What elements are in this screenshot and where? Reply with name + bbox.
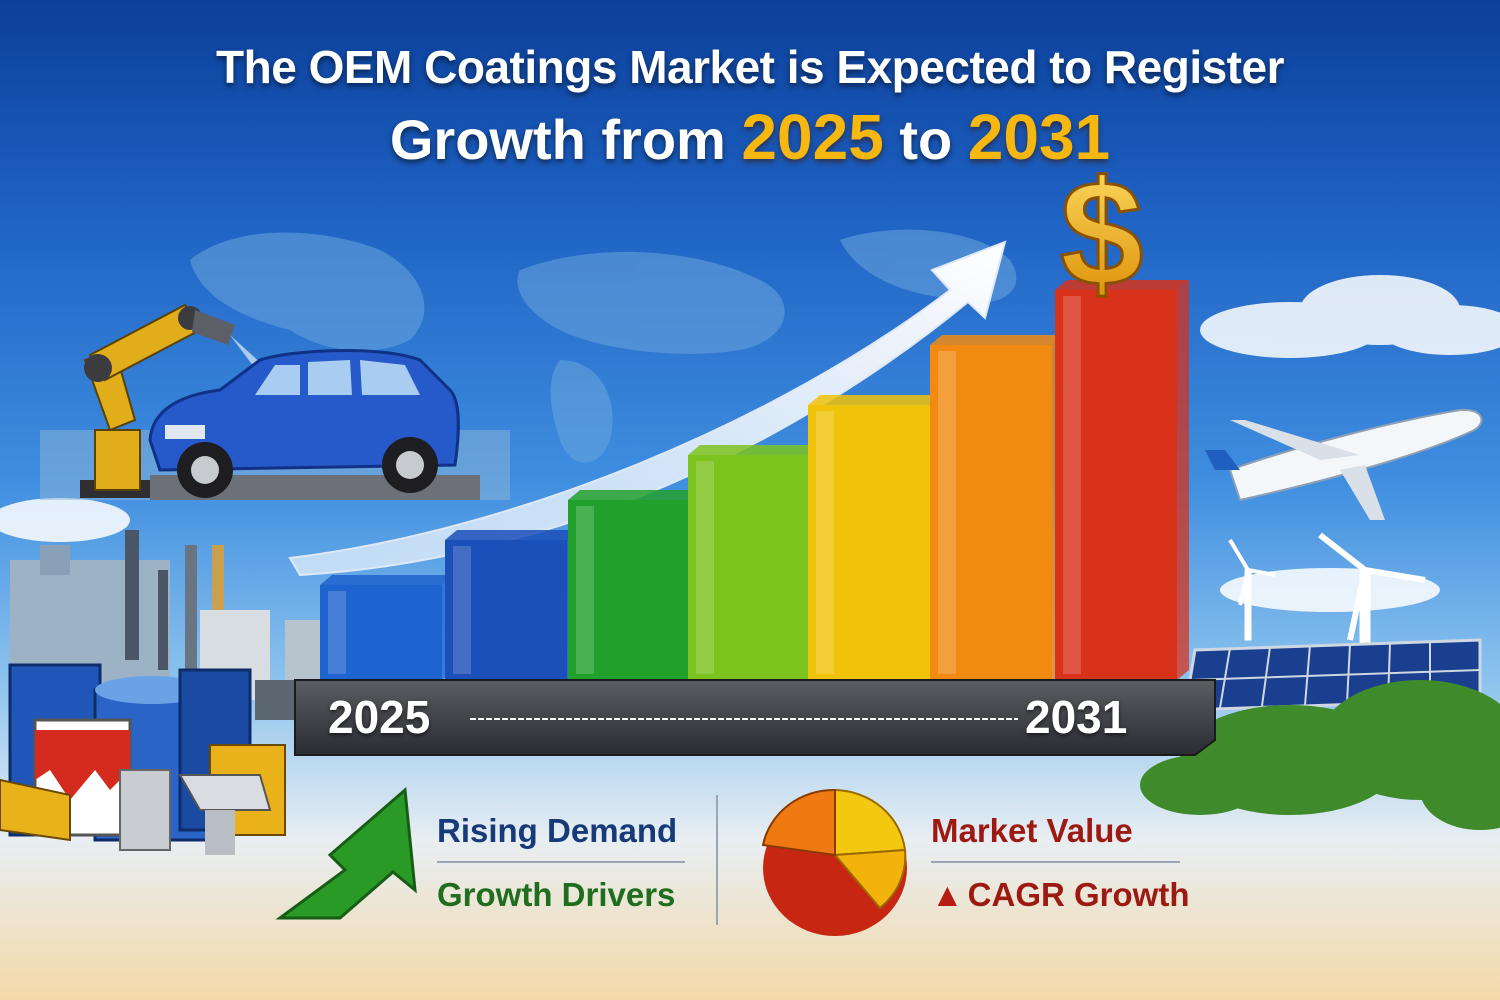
trees [1140,680,1500,830]
title-growth-from: Growth from [389,108,726,171]
airplane [1205,408,1483,520]
clouds [0,275,1500,612]
growth-bar [568,490,702,680]
title-line-2: Growth from 2025 to 2031 [0,100,1500,174]
legend-rising-demand: Rising Demand [437,812,678,849]
title-line-1: The OEM Coatings Market is Expected to R… [216,41,1284,93]
title-start-year: 2025 [741,101,884,173]
up-arrow-icon: ▲ [931,876,964,913]
blue-car [148,349,480,500]
timeline-end-label: 2031 [1025,691,1128,743]
growth-bar [1055,280,1189,680]
timeline-start-label: 2025 [328,691,431,743]
growth-bar [688,445,822,680]
world-map [190,229,1017,463]
legend-cagr-growth-label: CAGR Growth [967,876,1190,913]
pie-chart-icon [761,788,907,936]
paint-cans [0,663,286,855]
dollar-icon: $ [1060,149,1143,317]
green-up-arrow-icon [275,786,417,920]
growth-bar [320,575,454,680]
growth-bar [445,530,579,680]
title-end-year: 2031 [967,101,1111,173]
timeline-platform [294,679,1216,756]
title-to: to [899,108,953,171]
legend-market-value: Market Value [931,812,1133,849]
growth-bar [808,395,942,680]
legend-cagr-growth: ▲ CAGR Growth [931,876,1190,914]
legend-growth-drivers: Growth Drivers [437,876,676,913]
bar-group [320,280,1189,680]
growth-bar [930,335,1064,680]
